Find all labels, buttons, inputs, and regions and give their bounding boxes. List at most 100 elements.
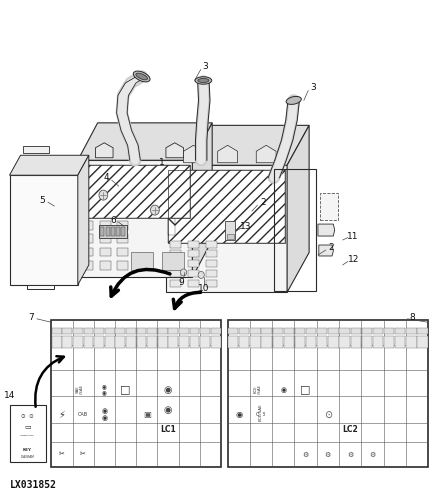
Bar [250, 336, 261, 348]
Bar [161, 252, 183, 270]
Text: ⊙: ⊙ [324, 410, 332, 420]
Polygon shape [318, 224, 335, 236]
Text: 14: 14 [4, 391, 15, 400]
Bar [239, 336, 249, 348]
Text: 8: 8 [410, 313, 415, 322]
Text: 10: 10 [198, 284, 209, 293]
Bar [94, 336, 104, 348]
Bar [227, 234, 234, 238]
Bar [200, 328, 210, 334]
Text: 7: 7 [29, 313, 34, 322]
Polygon shape [166, 165, 287, 292]
Text: ⚙: ⚙ [347, 452, 353, 458]
Text: ⊙  ⊙: ⊙ ⊙ [21, 414, 34, 418]
Bar [170, 280, 181, 287]
Bar [82, 261, 93, 270]
Bar [306, 336, 316, 348]
Bar [99, 225, 127, 237]
Bar [168, 170, 285, 242]
Bar [406, 336, 416, 348]
Text: ◉
◉: ◉ ◉ [101, 408, 107, 421]
Bar [73, 328, 83, 334]
Circle shape [151, 205, 159, 215]
Bar [118, 220, 129, 230]
Bar [116, 227, 120, 236]
Ellipse shape [195, 76, 212, 84]
Text: ✂: ✂ [80, 452, 86, 458]
Bar [126, 328, 136, 334]
Bar [228, 328, 238, 334]
Text: ▭: ▭ [24, 424, 31, 430]
Bar [211, 336, 221, 348]
Text: 2: 2 [328, 243, 334, 252]
Bar [80, 165, 190, 218]
Bar [306, 328, 316, 334]
Bar [115, 336, 125, 348]
Bar [328, 336, 339, 348]
Text: ⚙: ⚙ [302, 452, 309, 458]
Bar [179, 328, 189, 334]
Text: □: □ [300, 384, 311, 394]
Bar [250, 328, 261, 334]
Text: 13: 13 [240, 222, 251, 230]
Bar [84, 328, 93, 334]
Bar [395, 336, 405, 348]
Bar [170, 260, 181, 268]
Text: KEY: KEY [23, 448, 32, 452]
Polygon shape [23, 146, 49, 153]
Bar [170, 250, 181, 258]
Bar [147, 336, 157, 348]
Bar [384, 336, 394, 348]
Bar [168, 172, 175, 235]
Bar [362, 328, 372, 334]
Bar [417, 336, 428, 348]
Bar [328, 328, 339, 334]
Ellipse shape [133, 71, 150, 82]
Text: ———: ——— [20, 434, 35, 438]
Bar [273, 328, 283, 334]
Polygon shape [166, 126, 309, 165]
Bar [317, 336, 328, 348]
Bar [118, 261, 129, 270]
Bar [206, 270, 217, 278]
Bar [80, 165, 190, 218]
Ellipse shape [198, 78, 209, 82]
Bar [62, 336, 72, 348]
Bar [118, 248, 129, 256]
Bar [84, 336, 93, 348]
Bar [52, 328, 61, 334]
Polygon shape [78, 160, 192, 278]
Polygon shape [287, 126, 309, 292]
Bar [105, 336, 114, 348]
Polygon shape [78, 156, 89, 285]
Bar [94, 328, 104, 334]
Text: ⚙: ⚙ [325, 452, 331, 458]
Bar [262, 336, 272, 348]
Bar [147, 328, 157, 334]
Bar [373, 336, 383, 348]
Bar [188, 270, 199, 278]
Polygon shape [166, 143, 183, 158]
Text: ◉: ◉ [235, 410, 242, 419]
Bar [100, 248, 111, 256]
Ellipse shape [286, 96, 301, 104]
Bar [262, 328, 272, 334]
Polygon shape [95, 143, 113, 158]
Bar [179, 336, 189, 348]
Bar [158, 336, 168, 348]
Polygon shape [78, 123, 212, 160]
Bar [273, 336, 283, 348]
Bar [239, 328, 249, 334]
Text: CAB: CAB [256, 412, 266, 417]
Text: 3: 3 [311, 84, 316, 92]
Text: LC2: LC2 [342, 425, 358, 434]
Text: LC1: LC1 [160, 425, 176, 434]
Bar [168, 170, 285, 242]
Bar [200, 336, 210, 348]
Text: 5: 5 [40, 196, 46, 204]
Bar [362, 336, 372, 348]
Bar [295, 328, 305, 334]
Text: ◉: ◉ [164, 384, 172, 394]
Bar [317, 328, 328, 334]
Bar [211, 328, 221, 334]
